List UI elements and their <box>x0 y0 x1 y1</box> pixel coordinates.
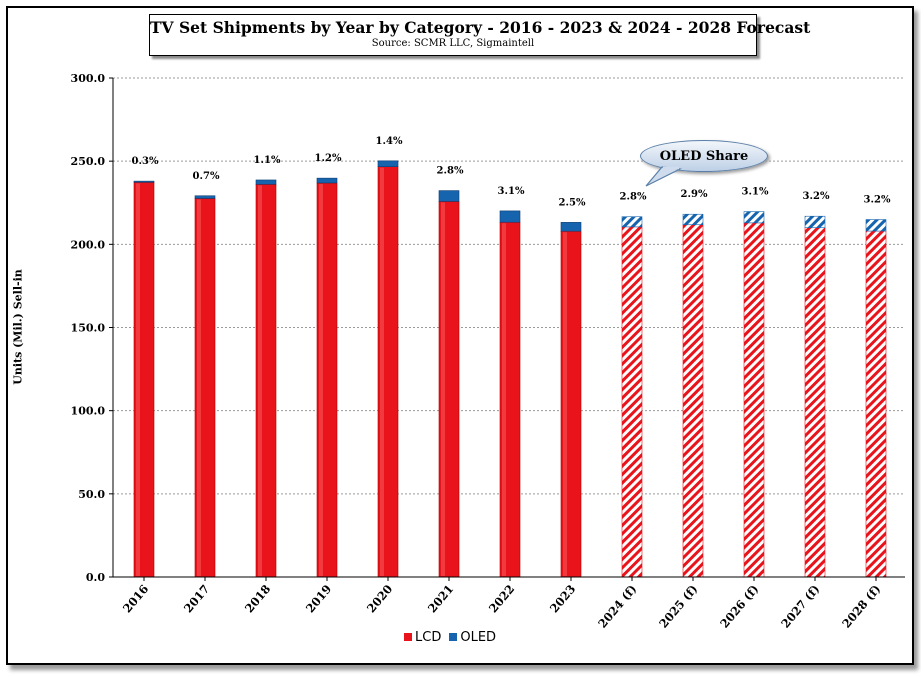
bar-oled-2028f <box>865 219 887 232</box>
bar-oled-2016 <box>133 180 155 183</box>
x-tick-label: 2016 <box>120 582 151 616</box>
x-tick-label: 2023 <box>547 582 578 616</box>
data-label: 2.8% <box>437 166 464 177</box>
bar-lcd-highlight <box>441 202 445 577</box>
bar-lcd-highlight <box>258 185 262 577</box>
bar-lcd-highlight <box>563 232 567 576</box>
callout-text: OLED Share <box>659 148 749 164</box>
legend-swatch-lcd <box>404 633 412 641</box>
data-label: 0.3% <box>132 156 159 167</box>
bar-lcd-highlight <box>380 167 384 576</box>
legend-swatch-oled <box>449 633 458 641</box>
data-label: 0.7% <box>193 171 220 182</box>
bar-lcd-highlight <box>136 183 140 576</box>
data-label: 1.4% <box>376 136 403 147</box>
data-label: 3.1% <box>742 187 769 198</box>
bar-lcd-2028f <box>865 230 887 578</box>
x-tick-label: 2017 <box>181 582 212 616</box>
y-tick-label: 300.0 <box>71 72 106 85</box>
chart-legend: LCD OLED <box>404 628 504 646</box>
bar-oled-2027f <box>804 215 826 229</box>
data-label: 2.9% <box>681 189 708 200</box>
legend-item-oled: OLED <box>449 630 496 645</box>
bar-oled-2026f <box>743 211 765 224</box>
bar-oled-2020 <box>377 160 399 167</box>
x-tick-label: 2025 (f) <box>656 582 700 631</box>
y-tick-label: 200.0 <box>71 238 106 251</box>
x-tick-label: 2028 (f) <box>839 582 883 631</box>
chart-title-box: TV Set Shipments by Year by Category - 2… <box>149 14 811 56</box>
x-tick-label: 2024 (f) <box>595 582 639 631</box>
data-label: 3.1% <box>498 186 525 197</box>
bar-oled-2023 <box>560 222 582 232</box>
y-tick-label: 150.0 <box>71 322 106 335</box>
data-label: 1.1% <box>254 155 281 166</box>
bar-oled-2025f <box>682 213 704 226</box>
x-tick-label: 2020 <box>364 582 395 616</box>
legend-label-lcd: LCD <box>415 629 442 645</box>
data-label: 2.5% <box>559 197 586 208</box>
bar-lcd-2024f <box>621 226 643 578</box>
bar-oled-2024f <box>621 216 643 228</box>
x-tick-label: 2022 <box>486 582 517 616</box>
y-axis-label: Units (Mil.) Sell-in <box>11 269 25 385</box>
x-tick-label: 2018 <box>242 582 273 616</box>
data-label: 2.8% <box>620 192 647 203</box>
y-tick-label: 250.0 <box>71 155 106 168</box>
bar-oled-2022 <box>499 210 521 223</box>
x-tick-label: 2019 <box>303 582 334 616</box>
y-tick-label: 100.0 <box>71 405 106 418</box>
legend-label-oled: OLED <box>460 629 497 645</box>
bar-lcd-2027f <box>804 227 826 578</box>
y-tick-label: 0.0 <box>86 571 105 584</box>
data-label: 3.2% <box>864 195 891 206</box>
x-tick-label: 2021 <box>425 582 456 616</box>
bar-oled-2019 <box>316 177 338 184</box>
bar-lcd-highlight <box>197 199 201 576</box>
data-label: 3.2% <box>803 191 830 202</box>
bar-oled-2021 <box>438 190 460 202</box>
legend-item-lcd: LCD <box>404 630 441 645</box>
chart-subtitle: Source: SCMR LLC, Sigmaintell <box>371 38 535 49</box>
bar-lcd-2025f <box>682 224 704 578</box>
data-label: 1.2% <box>315 153 342 164</box>
bar-lcd-highlight <box>319 183 323 576</box>
oled-share-callout: OLED Share <box>640 140 768 172</box>
bar-lcd-highlight <box>502 223 506 576</box>
y-tick-label: 50.0 <box>78 488 105 501</box>
bar-oled-2017 <box>194 195 216 199</box>
x-tick-label: 2027 (f) <box>778 582 822 631</box>
chart-title: TV Set Shipments by Year by Category - 2… <box>150 18 811 37</box>
bar-lcd-2026f <box>743 222 765 578</box>
x-tick-label: 2026 (f) <box>717 582 761 631</box>
bar-oled-2018 <box>255 179 277 185</box>
